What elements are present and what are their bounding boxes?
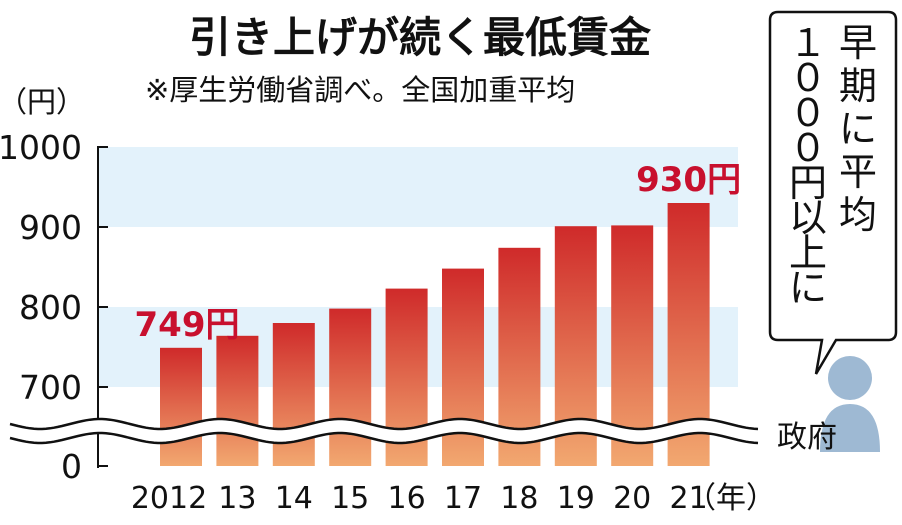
callout-char: 均 [839,193,877,237]
y-tick-label: 1000 [0,128,82,167]
y-tick-labels: 1000 900 800 700 0 [0,128,108,486]
bar-annotation: 930円 [636,160,741,200]
bar-15 [329,308,372,466]
x-tick-label: 2012 [131,481,207,516]
bar-annotation: 749円 [135,305,240,345]
bar-14 [272,323,315,466]
axis-break-line-lower [9,431,759,445]
x-tick-label: 13 [218,481,256,516]
callout-char: 期 [839,64,877,108]
callout-char: 早 [839,21,877,65]
y-tick-label: 800 [19,288,82,327]
x-tick-labels: 2012 13 14 15 16 17 18 19 20 21 [131,481,708,516]
x-tick-label: 18 [500,481,538,516]
x-tick-label: 19 [557,481,595,516]
callout-char: 円 [789,161,827,205]
callout-char: 平 [839,150,877,194]
callout-char: 以 [789,196,827,240]
axis-break [9,417,760,445]
x-axis-unit: （年） [686,481,776,516]
bar-2012 [160,347,202,466]
x-tick-label: 14 [275,481,313,516]
x-tick-label: 16 [388,481,426,516]
callout-char: ０ [789,91,827,135]
callout-char: ０ [789,56,827,100]
speech-bubble [768,10,898,375]
x-tick-label: 20 [613,481,651,516]
axis-break-line-upper [9,417,759,431]
axis-break-gap [10,419,760,443]
y-axis-unit: （円） [0,85,85,119]
speaker-label: 政府 [777,420,837,455]
y-tick-label: 700 [19,368,82,407]
bar-17 [442,268,484,466]
person-icon [820,356,880,452]
x-tick-label: 21 [670,481,708,516]
callout-char: に [839,107,877,151]
callout-char: ０ [789,126,827,170]
bar-13 [216,335,259,466]
background-band-0 [98,147,738,227]
callout-char: 上 [789,231,827,275]
y-tick-label: 900 [19,208,82,247]
bar-annotations: 749円 930円 [135,160,742,345]
x-tick-label: 17 [444,481,482,516]
chart-subtitle: ※厚生労働省調べ。全国加重平均 [145,73,575,107]
chart-title: 引き上げが続く最低賃金 [189,13,652,62]
y-tick-label: 0 [61,447,82,486]
callout-char: １ [789,21,827,65]
callout-char: に [789,266,827,310]
x-tick-label: 15 [331,481,369,516]
